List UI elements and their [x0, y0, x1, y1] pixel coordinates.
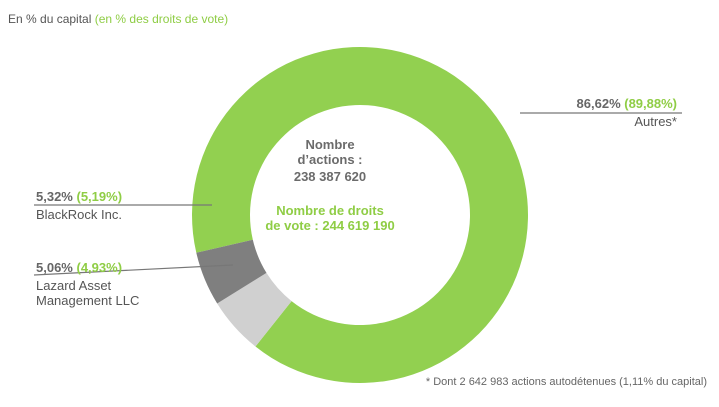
label-autres-votes: (89,88%) — [624, 96, 677, 111]
center-votes-text: Nombre de droits de vote : 244 619 190 — [255, 203, 405, 233]
label-lazard-name-line2: Management LLC — [36, 293, 140, 308]
label-blackrock-name: BlackRock Inc. — [36, 207, 122, 222]
center-votes-line1: Nombre de droits — [276, 203, 384, 218]
label-lazard-votes: (4,93%) — [76, 260, 123, 275]
label-blackrock-votes: (5,19%) — [76, 189, 123, 204]
slice-autres — [192, 47, 529, 384]
label-lazard: 5,06% (4,93%) Lazard Asset Management LL… — [36, 260, 139, 308]
slice-lazard — [196, 239, 267, 304]
subtitle-votes: (en % des droits de vote) — [94, 12, 229, 26]
slice-blackrock — [217, 272, 292, 347]
center-shares-line1: Nombre — [305, 137, 355, 152]
leader-lines — [33, 112, 682, 276]
center-votes-line2: de vote : 244 619 190 — [265, 218, 395, 233]
label-blackrock-value: 5,32% — [36, 189, 73, 204]
label-autres-value: 86,62% — [576, 96, 621, 111]
donut-slices — [192, 47, 529, 384]
label-lazard-name-line1: Lazard Asset — [36, 278, 112, 293]
subtitle-capital: En % du capital — [8, 12, 92, 26]
leader-line-lazard — [33, 264, 234, 276]
chart-subtitle: En % du capital (en % des droits de vote… — [8, 12, 228, 26]
label-blackrock: 5,32% (5,19%) BlackRock Inc. — [36, 189, 122, 222]
label-lazard-value: 5,06% — [36, 260, 73, 275]
center-shares-value: 238 387 620 — [293, 169, 367, 184]
footnote: * Dont 2 642 983 actions autodétenues (1… — [425, 376, 707, 388]
center-shares-text: Nombre d’actions : 238 387 620 — [255, 137, 405, 184]
center-shares-line2: d’actions : — [297, 152, 363, 167]
label-autres: 86,62% (89,88%) Autres* — [577, 96, 677, 129]
label-autres-name: Autres* — [634, 114, 677, 129]
